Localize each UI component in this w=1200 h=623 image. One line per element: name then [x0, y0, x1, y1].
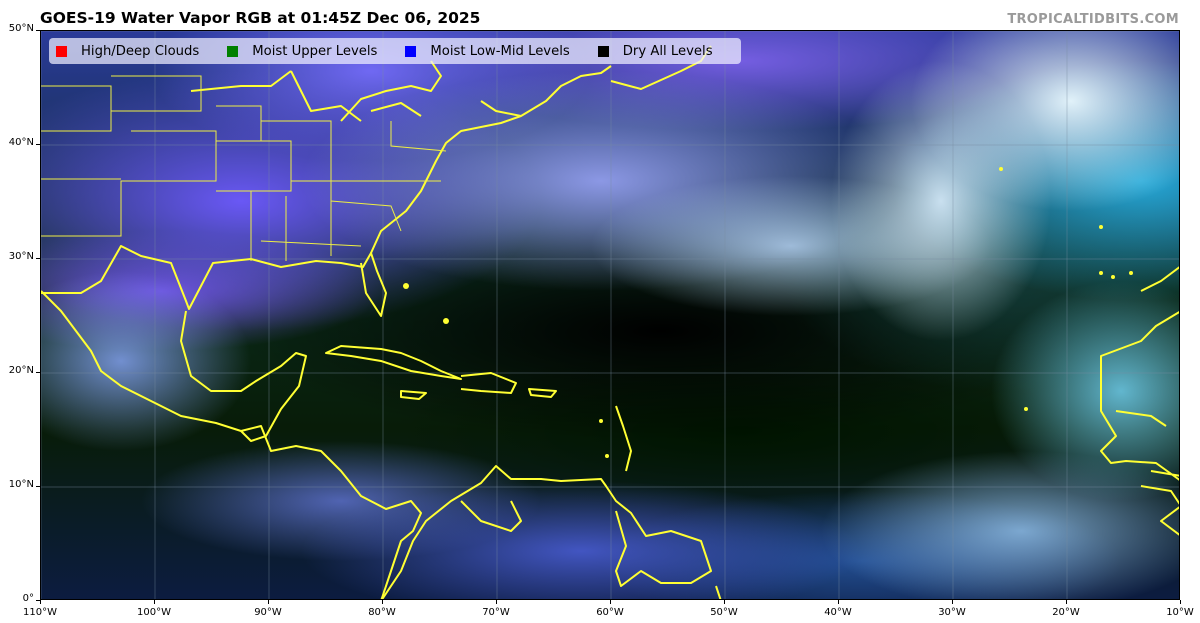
legend-item-dry: Dry All Levels [597, 43, 713, 59]
map-overlay [41, 31, 1179, 599]
y-tick-mark [36, 143, 40, 145]
x-tick-label: 70°W [482, 607, 510, 618]
y-tick-label: 50°N [8, 23, 34, 34]
x-tick-mark [723, 600, 725, 604]
x-tick-mark [837, 600, 839, 604]
y-tick-label: 30°N [8, 251, 34, 262]
legend-swatch [56, 45, 67, 57]
legend-swatch [405, 45, 417, 57]
map-title: GOES-19 Water Vapor RGB at 01:45Z Dec 06… [40, 9, 481, 27]
y-tick-mark [36, 29, 40, 31]
y-tick-mark [36, 257, 40, 259]
x-tick-label: 80°W [368, 607, 396, 618]
x-tick-mark [495, 600, 497, 604]
y-tick-mark [36, 371, 40, 373]
satellite-map: High/Deep Clouds Moist Upper Levels Mois… [40, 30, 1180, 600]
x-tick-label: 10°W [1166, 607, 1194, 618]
islands [403, 167, 1133, 458]
x-tick-mark [39, 600, 41, 604]
legend-item-moist-upper: Moist Upper Levels [227, 44, 377, 59]
x-tick-label: 50°W [710, 607, 738, 618]
x-tick-mark [381, 600, 383, 604]
x-tick-label: 20°W [1052, 607, 1080, 618]
x-tick-mark [1179, 600, 1181, 604]
y-tick-label: 10°N [8, 479, 34, 490]
x-tick-mark [267, 600, 269, 604]
x-tick-label: 30°W [938, 607, 966, 618]
x-tick-mark [609, 600, 611, 604]
legend-item-moist-low-mid: Moist Low-Mid Levels [405, 43, 570, 59]
legend-swatch [227, 45, 239, 57]
x-tick-mark [1065, 600, 1067, 604]
legend-label: High/Deep Clouds [81, 43, 200, 59]
x-tick-label: 60°W [596, 607, 624, 618]
gridlines [41, 31, 1179, 599]
legend-label: Moist Low-Mid Levels [430, 43, 570, 59]
site-credit: TROPICALTIDBITS.COM [1007, 12, 1179, 27]
x-tick-label: 40°W [824, 607, 852, 618]
x-tick-mark [951, 600, 953, 604]
x-tick-label: 90°W [254, 607, 282, 618]
x-tick-label: 110°W [23, 607, 57, 618]
state-borders [41, 75, 447, 261]
legend-item-high-deep-clouds: High/Deep Clouds [56, 44, 199, 59]
legend: High/Deep Clouds Moist Upper Levels Mois… [49, 38, 741, 64]
legend-label: Dry All Levels [622, 43, 713, 59]
x-tick-mark [153, 600, 155, 604]
y-tick-mark [36, 599, 40, 601]
y-tick-label: 40°N [8, 137, 34, 148]
y-tick-mark [36, 485, 40, 487]
x-tick-label: 100°W [137, 607, 171, 618]
legend-label: Moist Upper Levels [252, 43, 378, 59]
coastlines [41, 45, 1179, 599]
legend-swatch [597, 45, 609, 57]
y-tick-label: 0° [22, 593, 34, 604]
y-tick-label: 20°N [8, 365, 34, 376]
